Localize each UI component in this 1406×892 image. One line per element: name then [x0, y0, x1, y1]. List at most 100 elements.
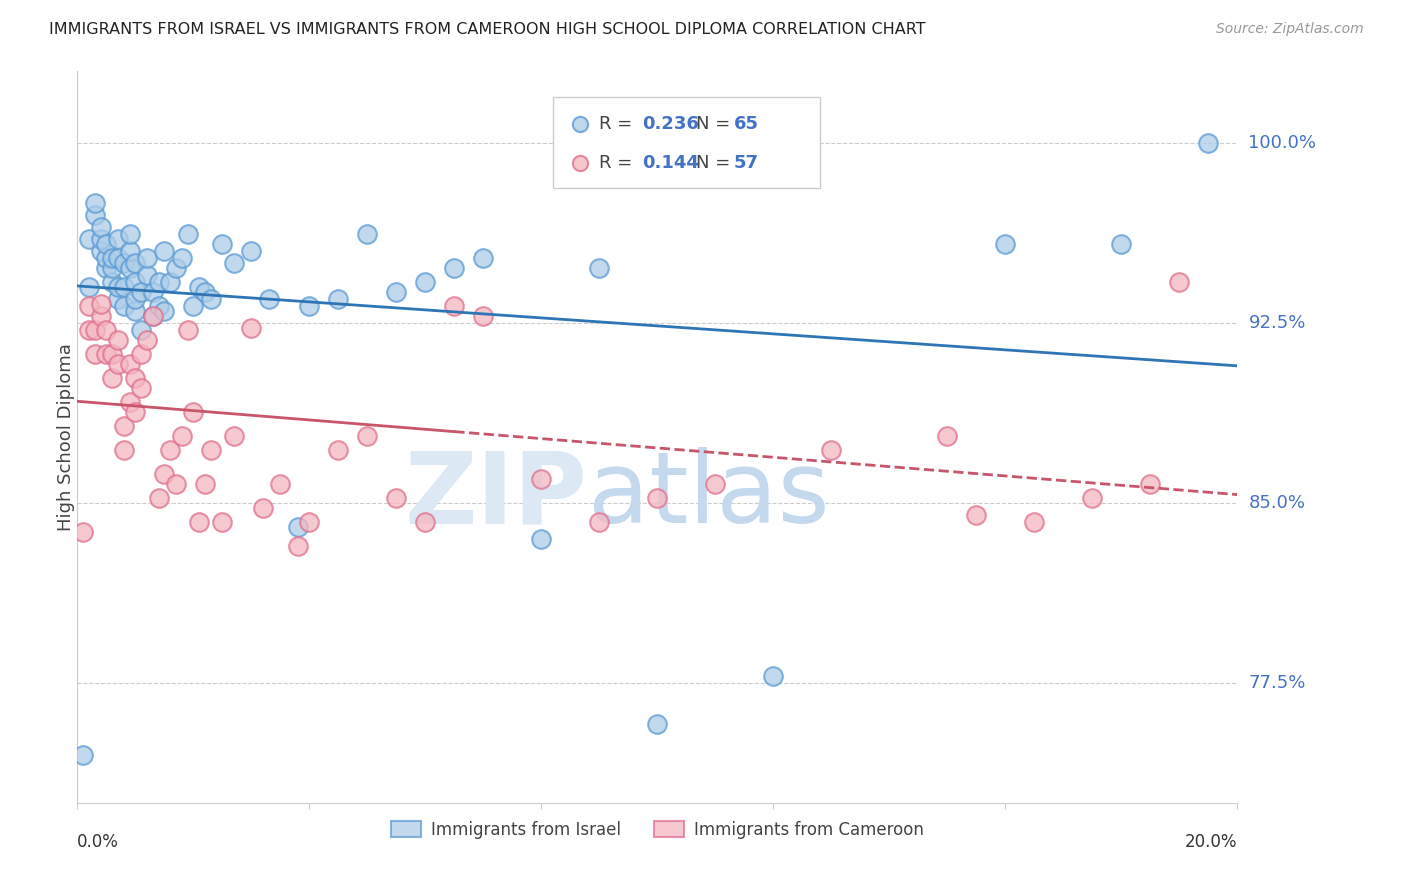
- Point: [77, 299, 100, 313]
- Point: [647, 716, 669, 731]
- Point: [1139, 476, 1161, 491]
- Point: [298, 299, 321, 313]
- Point: [136, 268, 159, 283]
- Point: [148, 299, 170, 313]
- Point: [159, 443, 181, 458]
- Text: 57: 57: [734, 153, 759, 172]
- Text: 100.0%: 100.0%: [1249, 135, 1316, 153]
- Point: [136, 252, 159, 266]
- Y-axis label: High School Diploma: High School Diploma: [58, 343, 75, 531]
- Point: [183, 405, 205, 419]
- Point: [704, 476, 727, 491]
- Text: 77.5%: 77.5%: [1249, 673, 1306, 692]
- Point: [328, 443, 350, 458]
- Point: [176, 227, 198, 242]
- Point: [129, 347, 152, 361]
- Point: [112, 280, 135, 294]
- Point: [112, 419, 135, 434]
- Text: 0.0%: 0.0%: [77, 833, 120, 851]
- Text: R =: R =: [599, 115, 638, 133]
- Point: [142, 309, 165, 323]
- Point: [90, 244, 111, 259]
- Point: [356, 227, 378, 242]
- Point: [170, 252, 193, 266]
- Point: [118, 260, 141, 275]
- Point: [124, 304, 146, 318]
- Point: [77, 232, 100, 246]
- FancyBboxPatch shape: [553, 97, 820, 188]
- Text: Source: ZipAtlas.com: Source: ZipAtlas.com: [1216, 22, 1364, 37]
- Point: [124, 371, 146, 385]
- Point: [96, 237, 118, 252]
- Point: [443, 299, 465, 313]
- Text: atlas: atlas: [588, 447, 830, 544]
- Point: [269, 476, 291, 491]
- Point: [118, 357, 141, 371]
- Point: [1168, 276, 1191, 290]
- Point: [994, 237, 1017, 252]
- Point: [153, 467, 176, 482]
- Point: [936, 429, 959, 443]
- Point: [101, 371, 124, 385]
- Point: [762, 669, 785, 683]
- Text: ZIP: ZIP: [405, 447, 588, 544]
- Point: [176, 323, 198, 337]
- Point: [90, 220, 111, 235]
- Point: [298, 515, 321, 529]
- Point: [90, 309, 111, 323]
- Point: [112, 299, 135, 313]
- Point: [1081, 491, 1104, 506]
- Point: [1024, 515, 1046, 529]
- Point: [413, 276, 436, 290]
- Point: [588, 260, 610, 275]
- Legend: Immigrants from Israel, Immigrants from Cameroon: Immigrants from Israel, Immigrants from …: [384, 814, 931, 846]
- Text: IMMIGRANTS FROM ISRAEL VS IMMIGRANTS FROM CAMEROON HIGH SCHOOL DIPLOMA CORRELATI: IMMIGRANTS FROM ISRAEL VS IMMIGRANTS FRO…: [49, 22, 925, 37]
- Point: [820, 443, 842, 458]
- Point: [96, 252, 118, 266]
- Point: [124, 276, 146, 290]
- Point: [530, 472, 553, 486]
- Point: [252, 500, 274, 515]
- Point: [385, 491, 408, 506]
- Point: [83, 323, 105, 337]
- Point: [240, 321, 263, 335]
- Point: [240, 244, 263, 259]
- Point: [72, 524, 94, 539]
- Point: [77, 323, 100, 337]
- Point: [211, 237, 233, 252]
- Point: [90, 297, 111, 311]
- Point: [90, 232, 111, 246]
- Point: [165, 476, 187, 491]
- Point: [965, 508, 987, 522]
- Point: [112, 443, 135, 458]
- Point: [287, 539, 309, 553]
- Point: [83, 196, 105, 211]
- Point: [72, 747, 94, 762]
- Point: [165, 260, 187, 275]
- Point: [101, 347, 124, 361]
- Point: [107, 280, 129, 294]
- Point: [77, 280, 100, 294]
- Point: [107, 333, 129, 347]
- Point: [159, 276, 181, 290]
- Text: N =: N =: [696, 153, 735, 172]
- Point: [101, 276, 124, 290]
- Text: 20.0%: 20.0%: [1185, 833, 1237, 851]
- Point: [124, 256, 146, 270]
- Point: [101, 260, 124, 275]
- Point: [153, 304, 176, 318]
- Point: [112, 256, 135, 270]
- Point: [211, 515, 233, 529]
- Text: 85.0%: 85.0%: [1249, 494, 1305, 512]
- Point: [222, 429, 245, 443]
- Point: [96, 260, 118, 275]
- Text: R =: R =: [599, 153, 638, 172]
- Point: [472, 309, 495, 323]
- Point: [356, 429, 378, 443]
- Point: [443, 260, 465, 275]
- Point: [200, 292, 222, 306]
- Point: [472, 252, 495, 266]
- Point: [194, 476, 217, 491]
- Point: [118, 227, 141, 242]
- Point: [413, 515, 436, 529]
